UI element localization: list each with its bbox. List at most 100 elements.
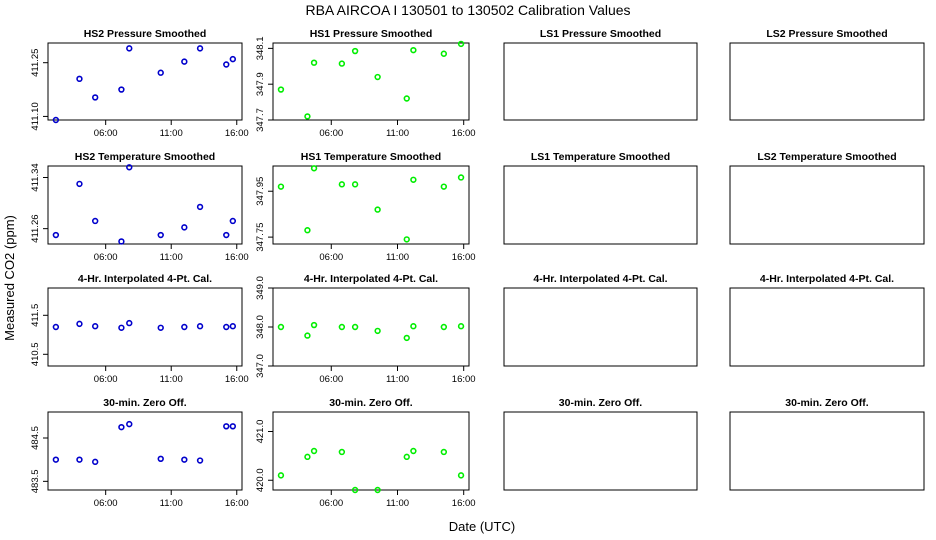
- panel-title: LS1 Temperature Smoothed: [531, 151, 670, 163]
- data-point: [223, 61, 230, 68]
- plot-frame: [729, 411, 925, 491]
- x-tick-label: 11:00: [386, 252, 409, 263]
- data-point: [196, 45, 204, 52]
- data-point: [52, 231, 60, 239]
- data-point: [403, 334, 410, 342]
- panel-title: 4-Hr. Interpolated 4-Pt. Cal.: [533, 273, 667, 285]
- panel-hs1-zero: 30-min. Zero Off. 06:00 11:00 16:00 420.0 421…: [255, 397, 476, 509]
- data-point: [457, 40, 465, 48]
- x-tick-label: 06:00: [319, 128, 343, 139]
- data-point: [277, 323, 285, 331]
- data-point: [351, 486, 359, 494]
- plot-frame: [503, 411, 698, 491]
- data-point: [76, 180, 83, 188]
- data-point: [229, 55, 237, 63]
- panel-ls1-interp: 4-Hr. Interpolated 4-Pt. Cal.: [503, 273, 698, 367]
- panel-title: LS2 Pressure Smoothed: [766, 28, 887, 40]
- panel-grid: HS2 Pressure Smoothed 06:00 11:00 16:00 411.…: [30, 28, 925, 509]
- data-point: [76, 320, 83, 328]
- panel-title: 30-min. Zero Off.: [103, 397, 187, 409]
- data-point: [91, 458, 99, 466]
- data-point: [440, 448, 448, 456]
- y-tick-label: 348.1: [255, 36, 266, 60]
- panel-ls1-pressure: LS1 Pressure Smoothed: [503, 28, 698, 121]
- panel-title: 4-Hr. Interpolated 4-Pt. Cal.: [78, 273, 212, 285]
- data-point: [196, 457, 204, 464]
- x-tick-label: 06:00: [319, 252, 343, 263]
- data-point: [181, 224, 188, 231]
- y-tick-label: 410.5: [30, 342, 41, 366]
- data-point: [277, 86, 285, 93]
- y-tick-label: 411.34: [30, 163, 41, 191]
- data-point: [310, 321, 318, 329]
- y-tick-label: 483.5: [30, 469, 41, 493]
- data-point: [229, 217, 237, 225]
- data-point: [351, 181, 359, 188]
- y-tick-label: 411.10: [30, 102, 41, 130]
- x-tick-label: 16:00: [452, 252, 476, 263]
- data-point: [76, 75, 83, 83]
- data-point: [457, 323, 465, 330]
- data-point: [374, 327, 381, 335]
- data-point: [223, 423, 230, 430]
- panel-hs2-temperature: HS2 Temperature Smoothed 06:00 11:00 16:00 4…: [30, 151, 249, 263]
- panel-title: 4-Hr. Interpolated 4-Pt. Cal.: [760, 273, 894, 285]
- plot-frame: [47, 287, 243, 367]
- data-point: [304, 453, 311, 461]
- data-point: [338, 60, 346, 67]
- data-point: [52, 456, 60, 463]
- figure-title: RBA AIRCOA I 130501 to 130502 Calibratio…: [305, 2, 630, 18]
- panel-title: HS1 Pressure Smoothed: [310, 28, 433, 40]
- x-tick-label: 16:00: [452, 128, 476, 139]
- plot-frame: [729, 42, 925, 121]
- data-point: [440, 323, 448, 331]
- data-point: [374, 486, 381, 494]
- panel-hs1-pressure: HS1 Pressure Smoothed 06:00 11:00 16:00 347.…: [255, 28, 476, 139]
- data-point: [157, 231, 164, 239]
- y-tick-label: 484.5: [30, 426, 41, 450]
- x-tick-label: 11:00: [160, 252, 183, 263]
- x-tick-label: 06:00: [94, 374, 118, 385]
- data-point: [118, 86, 125, 93]
- plot-frame: [729, 165, 925, 245]
- data-point: [52, 323, 60, 331]
- data-point: [181, 58, 188, 65]
- y-tick-label: 349.0: [255, 276, 266, 300]
- data-point: [157, 324, 164, 331]
- x-tick-label: 16:00: [225, 498, 249, 509]
- x-tick-label: 11:00: [160, 374, 183, 385]
- data-point: [91, 323, 99, 330]
- panel-hs2-zero: 30-min. Zero Off. 06:00 11:00 16:00 483.5 484…: [30, 397, 249, 509]
- data-point: [157, 69, 164, 76]
- data-point: [338, 448, 346, 456]
- panel-hs1-temperature: HS1 Temperature Smoothed 06:00 11:00 16:00 3…: [255, 151, 476, 263]
- data-point: [310, 447, 318, 455]
- panel-ls1-temperature: LS1 Temperature Smoothed: [503, 151, 698, 245]
- x-tick-label: 16:00: [225, 252, 249, 263]
- panel-hs1-interp: 4-Hr. Interpolated 4-Pt. Cal. 06:00 11:00 1…: [255, 273, 476, 385]
- plot-frame: [47, 411, 243, 491]
- panel-title: LS1 Pressure Smoothed: [540, 28, 661, 40]
- x-tick-label: 06:00: [94, 252, 118, 263]
- data-point: [118, 324, 125, 331]
- data-point: [223, 323, 230, 331]
- y-tick-label: 411.26: [30, 214, 41, 242]
- data-point: [374, 206, 381, 213]
- data-point: [351, 323, 359, 331]
- panel-ls1-zero: 30-min. Zero Off.: [503, 397, 698, 491]
- data-point: [229, 323, 237, 330]
- data-point: [181, 323, 188, 331]
- data-point: [440, 183, 448, 190]
- data-point: [304, 332, 311, 339]
- data-point: [310, 59, 318, 66]
- plot-frame: [729, 287, 925, 367]
- y-tick-label: 347.7: [255, 108, 266, 132]
- data-point: [52, 116, 60, 124]
- panel-ls2-zero: 30-min. Zero Off.: [729, 397, 925, 491]
- x-tick-label: 16:00: [452, 374, 476, 385]
- data-point: [126, 319, 133, 327]
- data-point: [223, 231, 230, 239]
- plot-frame: [47, 42, 243, 121]
- data-point: [338, 323, 346, 331]
- data-point: [126, 164, 133, 171]
